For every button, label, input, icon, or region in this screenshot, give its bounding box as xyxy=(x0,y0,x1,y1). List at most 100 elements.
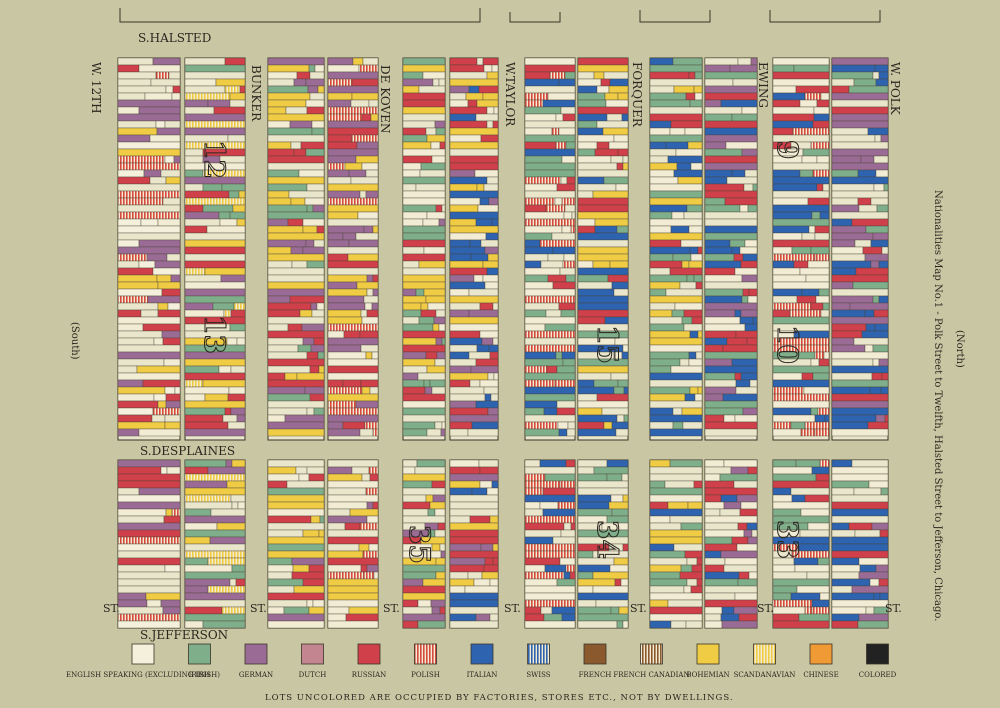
lot xyxy=(239,85,246,94)
lot xyxy=(865,323,876,332)
lot xyxy=(402,204,437,213)
lot xyxy=(831,71,874,80)
lot xyxy=(360,564,368,573)
lot xyxy=(219,218,238,227)
lot xyxy=(865,225,889,234)
lot xyxy=(438,78,446,87)
lot xyxy=(483,64,493,73)
lot xyxy=(267,466,297,475)
lot xyxy=(697,330,703,339)
lot xyxy=(667,155,703,164)
lot xyxy=(772,176,830,185)
lot xyxy=(267,508,325,517)
lot xyxy=(649,232,703,241)
lot xyxy=(815,473,830,482)
lot xyxy=(302,578,325,587)
lot xyxy=(117,246,181,255)
lot xyxy=(577,155,612,164)
lot xyxy=(318,365,325,374)
lot xyxy=(665,141,689,150)
lot xyxy=(117,106,140,115)
lot xyxy=(831,421,869,430)
lot xyxy=(577,571,594,580)
lot xyxy=(577,183,617,192)
lot xyxy=(364,421,379,430)
lot xyxy=(117,253,148,262)
lot xyxy=(318,529,325,538)
lot xyxy=(229,211,246,220)
lot xyxy=(649,536,703,545)
lot xyxy=(772,211,813,220)
lot xyxy=(474,169,499,178)
lot xyxy=(360,344,379,353)
lot xyxy=(524,494,576,503)
lot xyxy=(267,197,292,206)
lot xyxy=(704,169,733,178)
lot xyxy=(811,599,830,608)
lot xyxy=(577,162,618,171)
lot xyxy=(524,302,560,311)
lot xyxy=(117,372,181,381)
lot xyxy=(313,239,325,248)
lot xyxy=(649,78,703,87)
lot xyxy=(649,274,688,283)
lot xyxy=(433,316,446,325)
lot xyxy=(290,141,302,150)
lot xyxy=(803,386,830,395)
lot xyxy=(815,295,830,304)
lot xyxy=(577,71,595,80)
lot xyxy=(267,386,306,395)
lot xyxy=(524,232,553,241)
lot xyxy=(229,578,237,587)
lot xyxy=(723,414,736,423)
lot xyxy=(524,246,554,255)
lot xyxy=(669,515,703,524)
lot xyxy=(184,501,233,510)
lot xyxy=(854,529,881,538)
lot xyxy=(402,585,446,594)
lot xyxy=(742,288,750,297)
lot xyxy=(796,295,817,304)
lot xyxy=(649,309,673,318)
lot xyxy=(577,134,615,143)
lot xyxy=(267,379,325,388)
lot xyxy=(449,613,477,622)
lot xyxy=(184,120,246,129)
lot xyxy=(831,522,850,531)
lot xyxy=(793,260,809,269)
lot xyxy=(608,501,629,510)
lot xyxy=(691,564,703,573)
lot xyxy=(831,85,850,94)
lot xyxy=(577,606,612,615)
lot xyxy=(875,78,889,87)
lot xyxy=(831,183,875,192)
lot xyxy=(117,365,138,374)
street-label-st-5: ST. xyxy=(630,602,647,615)
lot xyxy=(871,372,883,381)
lot xyxy=(688,71,696,80)
lot xyxy=(857,620,889,629)
lot xyxy=(807,197,830,206)
lot xyxy=(813,113,830,122)
lot xyxy=(831,473,889,482)
lot xyxy=(317,351,325,360)
lot xyxy=(360,379,379,388)
lot xyxy=(267,288,325,297)
lot xyxy=(327,330,345,339)
lot xyxy=(449,466,481,475)
lot xyxy=(524,473,546,482)
lot xyxy=(704,162,758,171)
lot xyxy=(688,260,703,269)
lot xyxy=(402,64,446,73)
lot xyxy=(880,487,889,496)
lot xyxy=(524,267,561,276)
lot xyxy=(167,302,181,311)
lot xyxy=(670,120,703,129)
lot xyxy=(561,155,576,164)
lot xyxy=(489,351,499,360)
lot xyxy=(831,120,889,129)
lot xyxy=(805,274,830,283)
lot xyxy=(302,529,320,538)
lot xyxy=(831,92,889,101)
lot xyxy=(402,71,424,80)
